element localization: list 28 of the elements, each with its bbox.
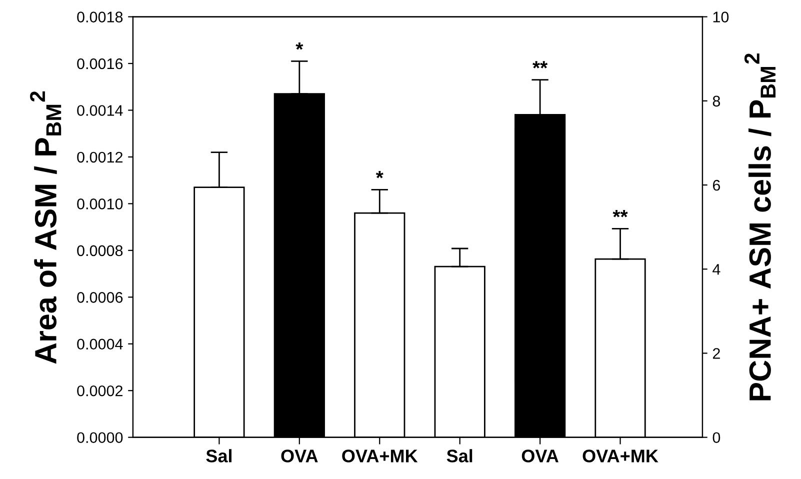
data-label: **: [612, 210, 628, 218]
data-label: *: [296, 42, 304, 50]
x-tick-label: Sal: [206, 449, 232, 462]
y2-tick-label: 4: [712, 264, 720, 275]
y-axis-title: Area of ASM / P$_{BM}$$^{2}$: [30, 91, 62, 364]
y2-tick-label: 10: [713, 12, 729, 22]
y-tick-label: 0.0008: [77, 245, 123, 256]
y-tick-label: 0.0002: [77, 385, 122, 396]
x-tick-label: OVA+MK: [342, 450, 418, 462]
y-tick-label: 0.0018: [77, 12, 123, 22]
x-tick-label: OVA+MK: [582, 450, 658, 462]
x-tick-label: Sal: [446, 449, 472, 462]
y-tick-label: 0.0014: [77, 105, 123, 116]
y-tick-label: 0.0012: [77, 152, 122, 163]
y2-axis-title: PCNA+ ASM cells / P$_{BM}$$^{2}$: [744, 54, 776, 400]
x-tick-label: OVA: [522, 450, 558, 462]
data-label: *: [376, 170, 384, 178]
y-tick-label: 0.0016: [77, 58, 123, 70]
y-tick-label: 0.0004: [77, 338, 123, 350]
y2-tick-label: 0: [712, 432, 720, 444]
y2-tick-label: 2: [712, 348, 720, 359]
y2-tick-label: 6: [712, 180, 720, 191]
y-tick-label: 0.0010: [77, 198, 123, 210]
y-tick-label: 0.0000: [77, 432, 123, 444]
x-tick-label: OVA: [281, 450, 318, 462]
y2-tick-label: 8: [712, 96, 720, 107]
y-tick-label: 0.0006: [77, 292, 123, 303]
data-label: **: [532, 61, 548, 68]
